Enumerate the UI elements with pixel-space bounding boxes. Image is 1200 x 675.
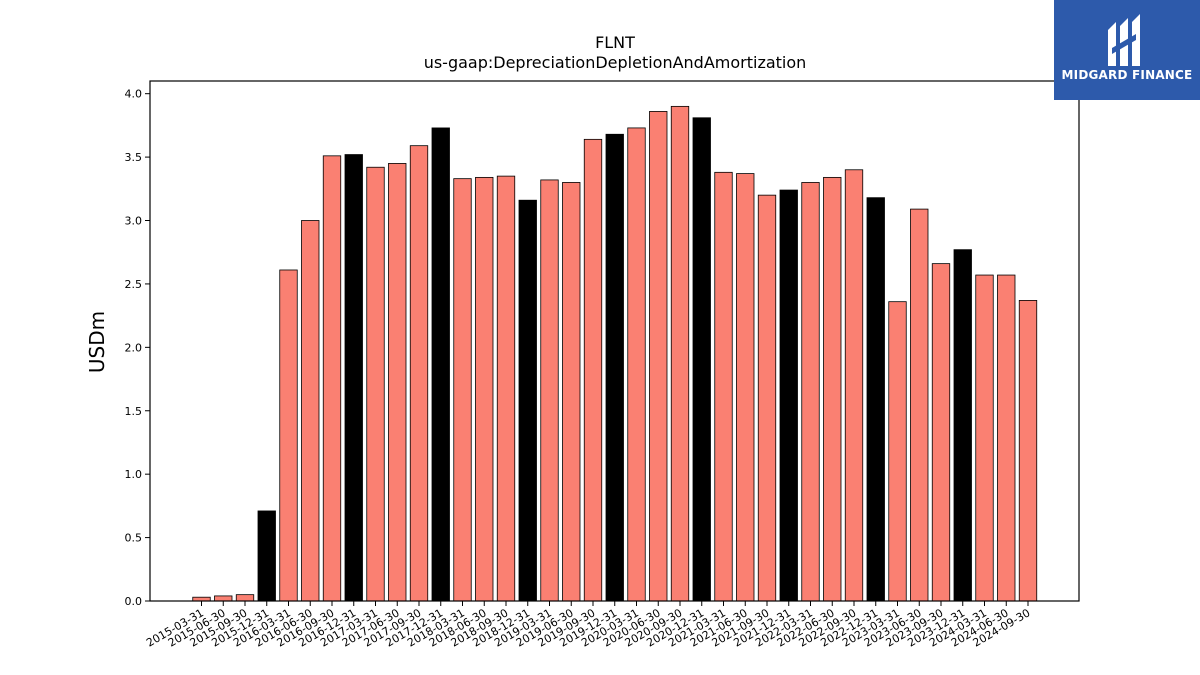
bar-2023-09-30 <box>931 263 951 602</box>
y-tick-label: 2.0 <box>125 341 143 354</box>
bar-2018-03-31 <box>453 178 472 602</box>
y-tick-label: 2.5 <box>125 278 143 291</box>
chart-title: FLNT <box>595 33 635 52</box>
bar-2020-12-31 <box>692 117 711 602</box>
bar-2017-12-31 <box>431 127 450 602</box>
bar-2020-06-30 <box>649 111 668 602</box>
bar-2017-03-31 <box>366 166 385 602</box>
chart-subtitle: us-gaap:DepreciationDepletionAndAmortiza… <box>424 53 807 72</box>
bar-2022-06-30 <box>823 176 842 602</box>
bars-group <box>192 105 1038 602</box>
bar-2019-12-31 <box>605 133 624 602</box>
bar-2020-09-30 <box>670 105 690 602</box>
brand-logo-text: MIDGARD FINANCE <box>1061 68 1193 82</box>
bar-2015-06-30 <box>214 595 233 602</box>
bar-2021-06-30 <box>736 173 755 602</box>
bar-2021-09-30 <box>757 194 777 602</box>
bar-2019-03-31 <box>540 179 559 602</box>
y-tick-label: 3.0 <box>125 215 143 228</box>
bar-2016-09-30 <box>322 155 342 602</box>
bar-2020-03-31 <box>627 127 646 602</box>
bar-2017-09-30 <box>409 145 429 602</box>
bar-2022-12-31 <box>866 197 885 602</box>
bar-2017-06-30 <box>388 163 407 602</box>
y-axis-ticks: 0.0 0.5 1.0 1.5 2.0 2.5 3.0 3.5 4.0 <box>125 88 150 608</box>
bar-2015-09-30 <box>235 594 255 602</box>
bar-2024-09-30 <box>1018 300 1038 602</box>
y-tick-label: 0.5 <box>125 532 143 545</box>
bar-2016-03-31 <box>279 269 298 602</box>
bar-2019-09-30 <box>583 138 603 602</box>
y-tick-label: 1.0 <box>125 468 143 481</box>
bar-2018-09-30 <box>496 175 516 602</box>
brand-logo: MIDGARD FINANCE <box>1054 0 1200 100</box>
bar-2022-03-31 <box>801 182 820 602</box>
bar-2019-06-30 <box>562 182 581 602</box>
bar-2024-06-30 <box>997 274 1016 602</box>
midgard-logo-icon <box>1108 14 1140 66</box>
bar-2016-06-30 <box>301 220 320 602</box>
plot-frame <box>149 80 1080 602</box>
y-axis-label: USDm <box>85 311 109 373</box>
y-tick-label: 4.0 <box>125 88 143 101</box>
bar-2024-03-31 <box>975 274 994 602</box>
y-tick-label: 3.5 <box>125 151 143 164</box>
bar-2018-12-31 <box>518 199 537 602</box>
bar-2016-12-31 <box>344 154 363 602</box>
bar-2022-09-30 <box>844 169 864 602</box>
bar-2023-03-31 <box>888 301 907 602</box>
bar-2015-12-31 <box>257 510 276 602</box>
bar-2021-12-31 <box>779 189 798 602</box>
bar-2021-03-31 <box>714 171 733 602</box>
y-tick-label: 1.5 <box>125 405 143 418</box>
y-tick-label: 0.0 <box>125 595 143 608</box>
bar-2018-06-30 <box>475 176 494 602</box>
x-axis-ticks: 2015-03-312015-06-302015-09-302015-12-31… <box>144 601 1033 650</box>
bar-2023-12-31 <box>953 249 972 602</box>
bar-2023-06-30 <box>910 208 929 602</box>
